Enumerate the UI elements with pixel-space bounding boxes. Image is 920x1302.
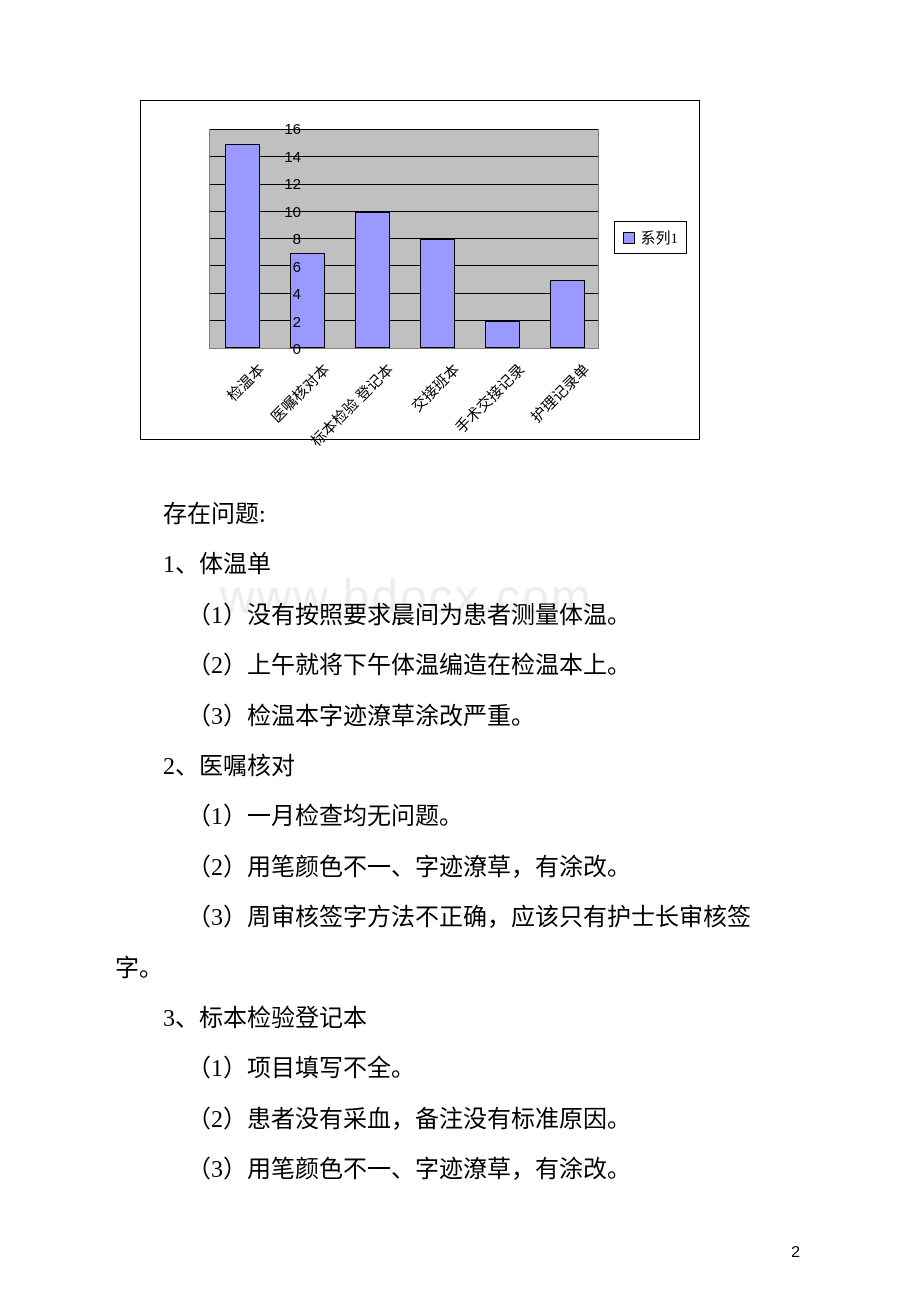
y-tick-label: 2 [271,314,301,331]
page-number: 2 [791,1244,800,1262]
y-tick-label: 8 [271,231,301,248]
gridline [210,156,598,157]
gridline [210,265,598,266]
bar-3 [355,212,390,348]
x-tick-label: 手术交接记录 [450,359,528,437]
y-tick-label: 6 [271,259,301,276]
item-title: 2、医嘱核对 [115,742,805,792]
legend-color-box [623,232,635,244]
bar-chart-container: 0 2 4 6 8 10 12 14 16 检温本 医嘱核对本 标本检验 登记本… [140,100,700,440]
gridline [210,184,598,185]
sub-item: （3）用笔颜色不一、字迹潦草，有涂改。 [115,1145,805,1195]
sub-item: （2）患者没有采血，备注没有标准原因。 [115,1095,805,1145]
sub-item: （1）一月检查均无问题。 [115,792,805,842]
gridline [210,129,598,130]
sub-item-continuation: 字。 [115,944,805,994]
gridline [210,320,598,321]
bar-5 [485,321,520,348]
bar-4 [420,239,455,348]
gridline [210,211,598,212]
y-tick-label: 4 [271,286,301,303]
item-title: 3、标本检验登记本 [115,994,805,1044]
x-tick-label: 护理记录单 [526,359,594,427]
sub-item: （1）项目填写不全。 [115,1044,805,1094]
legend-label: 系列1 [640,227,678,248]
x-tick-label: 交接班本 [407,359,464,416]
plot-area [209,129,599,349]
y-tick-label: 0 [271,341,301,358]
document-content: 存在问题: 1、体温单 （1）没有按照要求晨间为患者测量体温。 （2）上午就将下… [115,490,805,1195]
section-header: 存在问题: [115,490,805,540]
sub-item: （2）上午就将下午体温编造在检温本上。 [115,641,805,691]
item-title: 1、体温单 [115,540,805,590]
gridline [210,293,598,294]
sub-item: （3）周审核签字方法不正确，应该只有护士长审核签 [115,893,805,943]
bar-1 [225,144,260,348]
sub-item: （3）检温本字迹潦草涂改严重。 [115,692,805,742]
sub-item: （1）没有按照要求晨间为患者测量体温。 [115,591,805,641]
chart-legend: 系列1 [614,221,687,254]
x-tick-label: 检温本 [222,359,269,406]
bar-6 [550,280,585,348]
y-tick-label: 10 [271,204,301,221]
y-tick-label: 14 [271,149,301,166]
sub-item: （2）用笔颜色不一、字迹潦草，有涂改。 [115,843,805,893]
y-tick-label: 16 [271,121,301,138]
gridline [210,238,598,239]
y-tick-label: 12 [271,176,301,193]
